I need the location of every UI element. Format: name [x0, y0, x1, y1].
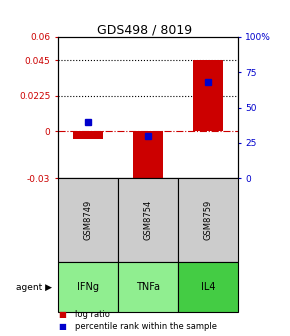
Text: GDS498 / 8019: GDS498 / 8019: [97, 24, 193, 37]
Text: ■: ■: [58, 310, 66, 319]
Text: IFNg: IFNg: [77, 282, 99, 292]
Text: log ratio: log ratio: [75, 310, 110, 319]
Bar: [133, 131, 163, 178]
Text: IL4: IL4: [201, 282, 215, 292]
Text: GSM8749: GSM8749: [84, 200, 93, 240]
Text: TNFa: TNFa: [136, 282, 160, 292]
Text: ■: ■: [58, 322, 66, 331]
Text: percentile rank within the sample: percentile rank within the sample: [75, 322, 218, 331]
Text: GSM8759: GSM8759: [203, 200, 212, 240]
Text: GSM8754: GSM8754: [143, 200, 153, 240]
Bar: [73, 131, 103, 139]
Text: agent ▶: agent ▶: [16, 283, 52, 292]
Bar: [193, 60, 223, 131]
